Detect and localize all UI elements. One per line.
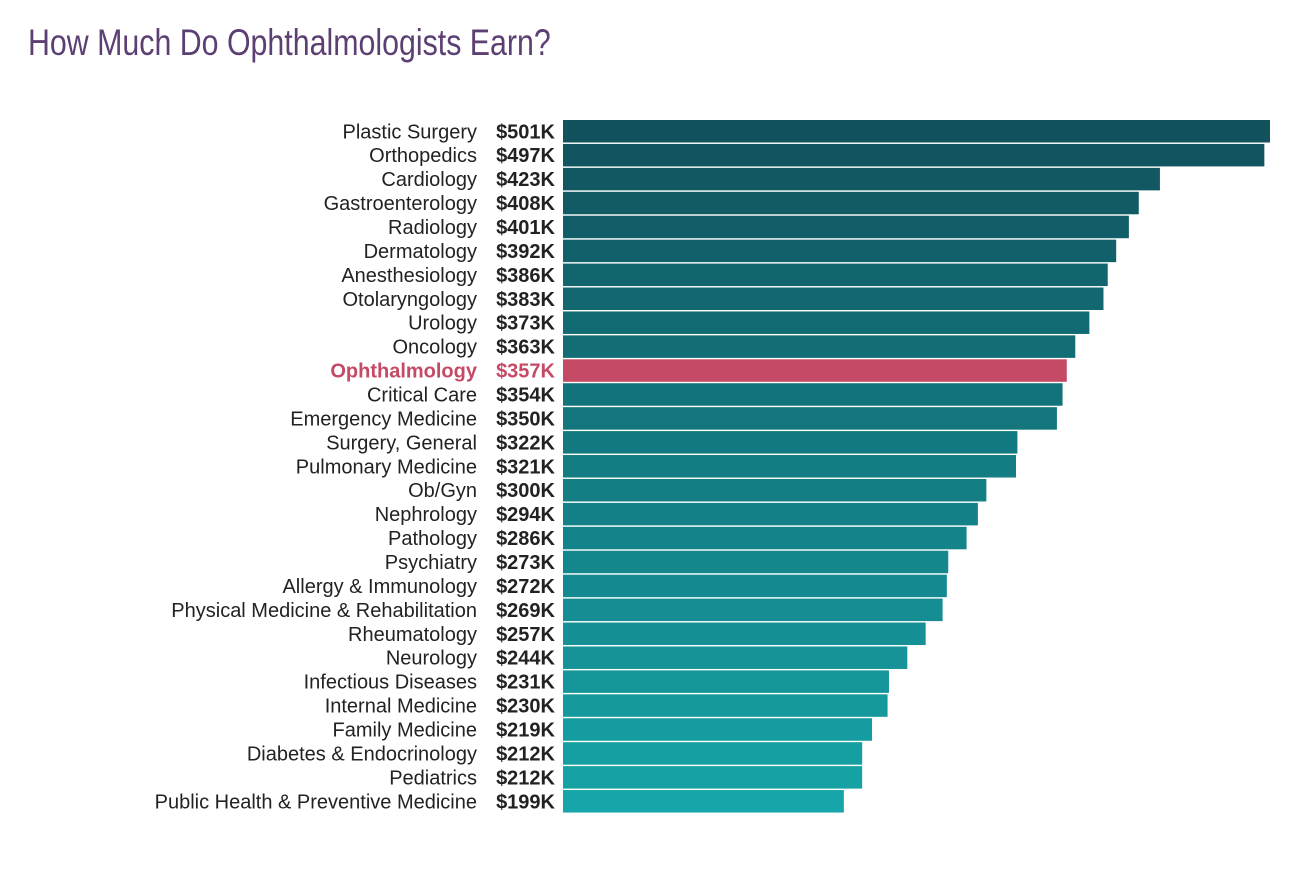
value-label: $386K bbox=[496, 265, 555, 287]
bar-pediatrics bbox=[563, 766, 863, 789]
value-label: $273K bbox=[496, 552, 555, 574]
category-label: Radiology bbox=[388, 217, 477, 239]
category-label: Cardiology bbox=[381, 169, 477, 191]
category-label: Infectious Diseases bbox=[304, 672, 477, 694]
value-label: $401K bbox=[496, 217, 555, 239]
value-label: $363K bbox=[496, 337, 555, 359]
value-label: $392K bbox=[496, 241, 555, 263]
category-label: Family Medicine bbox=[333, 720, 477, 742]
value-label: $357K bbox=[496, 361, 555, 383]
value-label: $501K bbox=[496, 121, 555, 143]
category-label: Nephrology bbox=[375, 504, 477, 526]
value-label: $244K bbox=[496, 648, 555, 670]
bar-neurology bbox=[563, 646, 908, 669]
bar-oncology bbox=[563, 335, 1076, 358]
category-label: Diabetes & Endocrinology bbox=[247, 743, 477, 765]
value-label: $230K bbox=[496, 696, 555, 718]
bar-pathology bbox=[563, 526, 967, 550]
category-label: Internal Medicine bbox=[325, 696, 477, 718]
category-label: Pathology bbox=[388, 528, 477, 550]
category-label: Dermatology bbox=[364, 241, 477, 263]
category-label: Pediatrics bbox=[389, 767, 477, 789]
value-label: $294K bbox=[496, 504, 555, 526]
bar-internal-medicine bbox=[563, 694, 888, 717]
value-label: $300K bbox=[496, 480, 555, 502]
value-label: $199K bbox=[496, 791, 555, 813]
bar-emergency-medicine bbox=[563, 407, 1057, 430]
category-label: Critical Care bbox=[367, 384, 477, 406]
category-label: Pulmonary Medicine bbox=[296, 456, 477, 478]
bar-surgery-general bbox=[563, 431, 1018, 454]
value-label: $423K bbox=[496, 169, 555, 191]
value-label: $231K bbox=[496, 672, 555, 694]
value-label: $383K bbox=[496, 289, 555, 311]
value-label: $497K bbox=[496, 145, 555, 167]
bar-psychiatry bbox=[563, 550, 949, 574]
bar-orthopedics bbox=[563, 143, 1265, 167]
category-label: Physical Medicine & Rehabilitation bbox=[171, 600, 477, 622]
bar-nephrology bbox=[563, 502, 978, 526]
value-label: $212K bbox=[496, 743, 555, 765]
value-label: $212K bbox=[496, 767, 555, 789]
bar-urology bbox=[563, 311, 1090, 334]
value-label: $272K bbox=[496, 576, 555, 598]
value-label: $354K bbox=[496, 384, 555, 406]
category-label: Emergency Medicine bbox=[290, 408, 477, 430]
bar-ob-gyn bbox=[563, 478, 987, 502]
bar-physical-medicine-rehabilitation bbox=[563, 598, 943, 622]
bar-rheumatology bbox=[563, 622, 926, 646]
category-label: Neurology bbox=[386, 648, 477, 670]
value-label: $373K bbox=[496, 313, 555, 335]
category-label: Public Health & Preventive Medicine bbox=[155, 791, 477, 813]
bar-allergy-immunology bbox=[563, 574, 947, 598]
category-label: Ophthalmology bbox=[330, 361, 478, 383]
category-label: Otolaryngology bbox=[342, 289, 477, 311]
chart-title: How Much Do Ophthalmologists Earn? bbox=[28, 22, 551, 63]
bar-dermatology bbox=[563, 239, 1117, 263]
bar-infectious-diseases bbox=[563, 670, 889, 693]
bar-plastic-surgery bbox=[563, 120, 1270, 143]
value-label: $219K bbox=[496, 720, 555, 742]
bar-ophthalmology bbox=[563, 359, 1067, 382]
bar-anesthesiology bbox=[563, 263, 1108, 287]
value-label: $269K bbox=[496, 600, 555, 622]
category-label: Anesthesiology bbox=[341, 265, 477, 287]
value-label: $322K bbox=[496, 432, 555, 454]
category-label: Gastroenterology bbox=[324, 193, 477, 215]
value-label: $350K bbox=[496, 408, 555, 430]
bar-public-health-preventive-medicine bbox=[563, 790, 844, 813]
category-label: Plastic Surgery bbox=[343, 121, 478, 143]
category-label: Psychiatry bbox=[385, 552, 477, 574]
value-label: $321K bbox=[496, 456, 555, 478]
bar-pulmonary-medicine bbox=[563, 455, 1016, 478]
bar-diabetes-endocrinology bbox=[563, 742, 863, 765]
value-label: $286K bbox=[496, 528, 555, 550]
value-label: $408K bbox=[496, 193, 555, 215]
category-label: Oncology bbox=[393, 337, 478, 359]
category-label: Orthopedics bbox=[369, 145, 477, 167]
category-label: Ob/Gyn bbox=[408, 480, 477, 502]
category-label: Surgery, General bbox=[326, 432, 477, 454]
bar-cardiology bbox=[563, 167, 1160, 191]
category-label: Rheumatology bbox=[348, 624, 477, 646]
value-label: $257K bbox=[496, 624, 555, 646]
category-label: Allergy & Immunology bbox=[282, 576, 477, 598]
bar-gastroenterology bbox=[563, 191, 1139, 215]
bar-critical-care bbox=[563, 383, 1063, 406]
bar-radiology bbox=[563, 215, 1129, 239]
bar-otolaryngology bbox=[563, 287, 1104, 311]
category-label: Urology bbox=[408, 313, 477, 335]
bar-family-medicine bbox=[563, 718, 873, 741]
